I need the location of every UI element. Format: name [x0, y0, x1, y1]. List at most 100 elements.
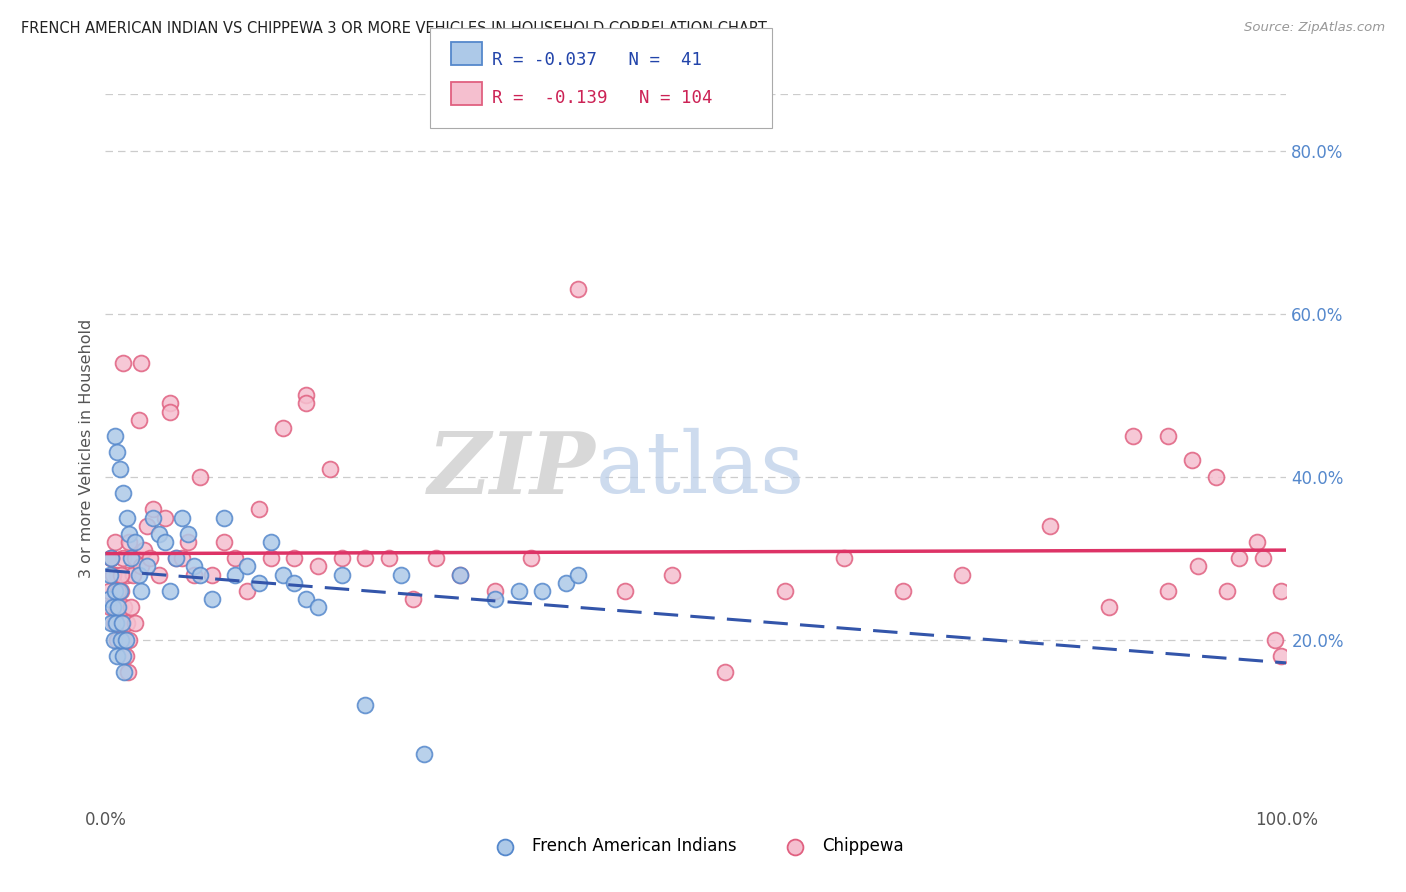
Point	[950, 567, 973, 582]
Point	[1181, 453, 1204, 467]
Point	[201, 567, 224, 582]
Point	[508, 583, 530, 598]
Point	[105, 445, 128, 459]
Point	[153, 535, 176, 549]
Point	[413, 747, 436, 761]
Point	[172, 510, 194, 524]
Point	[1246, 535, 1268, 549]
Point	[115, 567, 138, 582]
Point	[115, 510, 138, 524]
Point	[271, 421, 294, 435]
Point	[1098, 600, 1121, 615]
Point	[283, 551, 305, 566]
Point	[142, 502, 165, 516]
Point	[98, 592, 121, 607]
Point	[129, 559, 152, 574]
Point	[330, 551, 353, 566]
Point	[449, 567, 471, 582]
Point	[105, 600, 128, 615]
Point	[105, 632, 128, 647]
Point	[307, 600, 329, 615]
Point	[260, 535, 283, 549]
Point	[555, 575, 578, 590]
Point	[101, 600, 124, 615]
Point	[891, 583, 914, 598]
Point	[1187, 559, 1209, 574]
Text: R =  -0.139   N = 104: R = -0.139 N = 104	[492, 89, 713, 107]
Point	[247, 502, 270, 516]
Point	[1270, 649, 1292, 664]
Point	[295, 592, 318, 607]
Point	[98, 600, 121, 615]
Point	[330, 567, 353, 582]
Point	[107, 583, 129, 598]
Text: Source: ZipAtlas.com: Source: ZipAtlas.com	[1244, 21, 1385, 35]
Point	[100, 551, 122, 566]
Point	[112, 632, 135, 647]
Point	[247, 575, 270, 590]
Text: atlas: atlas	[596, 428, 804, 511]
Point	[120, 600, 142, 615]
Point	[224, 551, 246, 566]
Point	[105, 616, 128, 631]
Point	[172, 551, 194, 566]
Point	[1264, 632, 1286, 647]
Point	[129, 356, 152, 370]
Point	[98, 583, 121, 598]
Point	[236, 559, 259, 574]
Point	[773, 583, 796, 598]
Point	[153, 510, 176, 524]
Point	[260, 551, 283, 566]
Point	[1039, 518, 1062, 533]
Point	[1216, 583, 1239, 598]
Point	[103, 616, 125, 631]
Point	[165, 551, 187, 566]
Point	[177, 535, 200, 549]
Point	[142, 510, 165, 524]
Point	[104, 583, 127, 598]
Point	[295, 388, 318, 402]
Point	[124, 616, 146, 631]
Point	[159, 583, 181, 598]
Point	[531, 583, 554, 598]
Legend: French American Indians, Chippewa: French American Indians, Chippewa	[482, 830, 910, 862]
Point	[103, 632, 125, 647]
Point	[135, 559, 157, 574]
Point	[112, 551, 135, 566]
Point	[121, 567, 143, 582]
Point	[271, 567, 294, 582]
Point	[100, 616, 122, 631]
Point	[148, 526, 170, 541]
Point	[118, 526, 141, 541]
Text: R = -0.037   N =  41: R = -0.037 N = 41	[492, 51, 702, 69]
Point	[105, 567, 128, 582]
Point	[1251, 551, 1274, 566]
Point	[1157, 429, 1180, 443]
Text: ZIP: ZIP	[427, 428, 596, 511]
Point	[108, 600, 131, 615]
Point	[104, 429, 127, 443]
Point	[295, 396, 318, 410]
Point	[449, 567, 471, 582]
Point	[120, 551, 142, 566]
Point	[661, 567, 683, 582]
Point	[567, 282, 589, 296]
Point	[484, 592, 506, 607]
Point	[183, 559, 205, 574]
Point	[105, 649, 128, 664]
Point	[104, 535, 127, 549]
Point	[1205, 469, 1227, 483]
Y-axis label: 3 or more Vehicles in Household: 3 or more Vehicles in Household	[79, 318, 94, 578]
Point	[118, 535, 141, 549]
Point	[111, 616, 134, 631]
Point	[148, 567, 170, 582]
Point	[224, 567, 246, 582]
Point	[236, 583, 259, 598]
Point	[188, 469, 211, 483]
Point	[212, 510, 235, 524]
Point	[112, 356, 135, 370]
Point	[112, 665, 135, 680]
Point	[307, 559, 329, 574]
Point	[104, 583, 127, 598]
Text: FRENCH AMERICAN INDIAN VS CHIPPEWA 3 OR MORE VEHICLES IN HOUSEHOLD CORRELATION C: FRENCH AMERICAN INDIAN VS CHIPPEWA 3 OR …	[21, 21, 766, 37]
